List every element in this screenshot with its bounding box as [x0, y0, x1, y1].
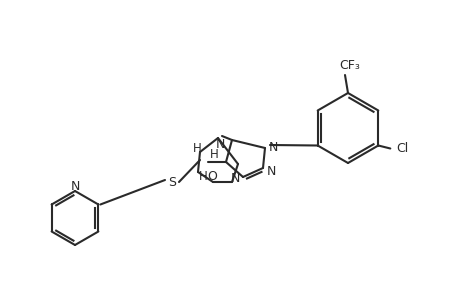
Text: N: N — [215, 137, 224, 151]
Text: Cl: Cl — [395, 142, 408, 155]
Text: CF₃: CF₃ — [339, 58, 360, 71]
Text: O: O — [207, 169, 217, 182]
Text: S: S — [168, 176, 176, 188]
Text: H: H — [209, 148, 218, 160]
Text: N: N — [268, 140, 277, 154]
Text: H: H — [192, 142, 201, 154]
Text: N: N — [230, 172, 239, 185]
Text: N: N — [266, 164, 275, 178]
Text: N: N — [70, 179, 79, 193]
Text: H: H — [198, 169, 207, 182]
